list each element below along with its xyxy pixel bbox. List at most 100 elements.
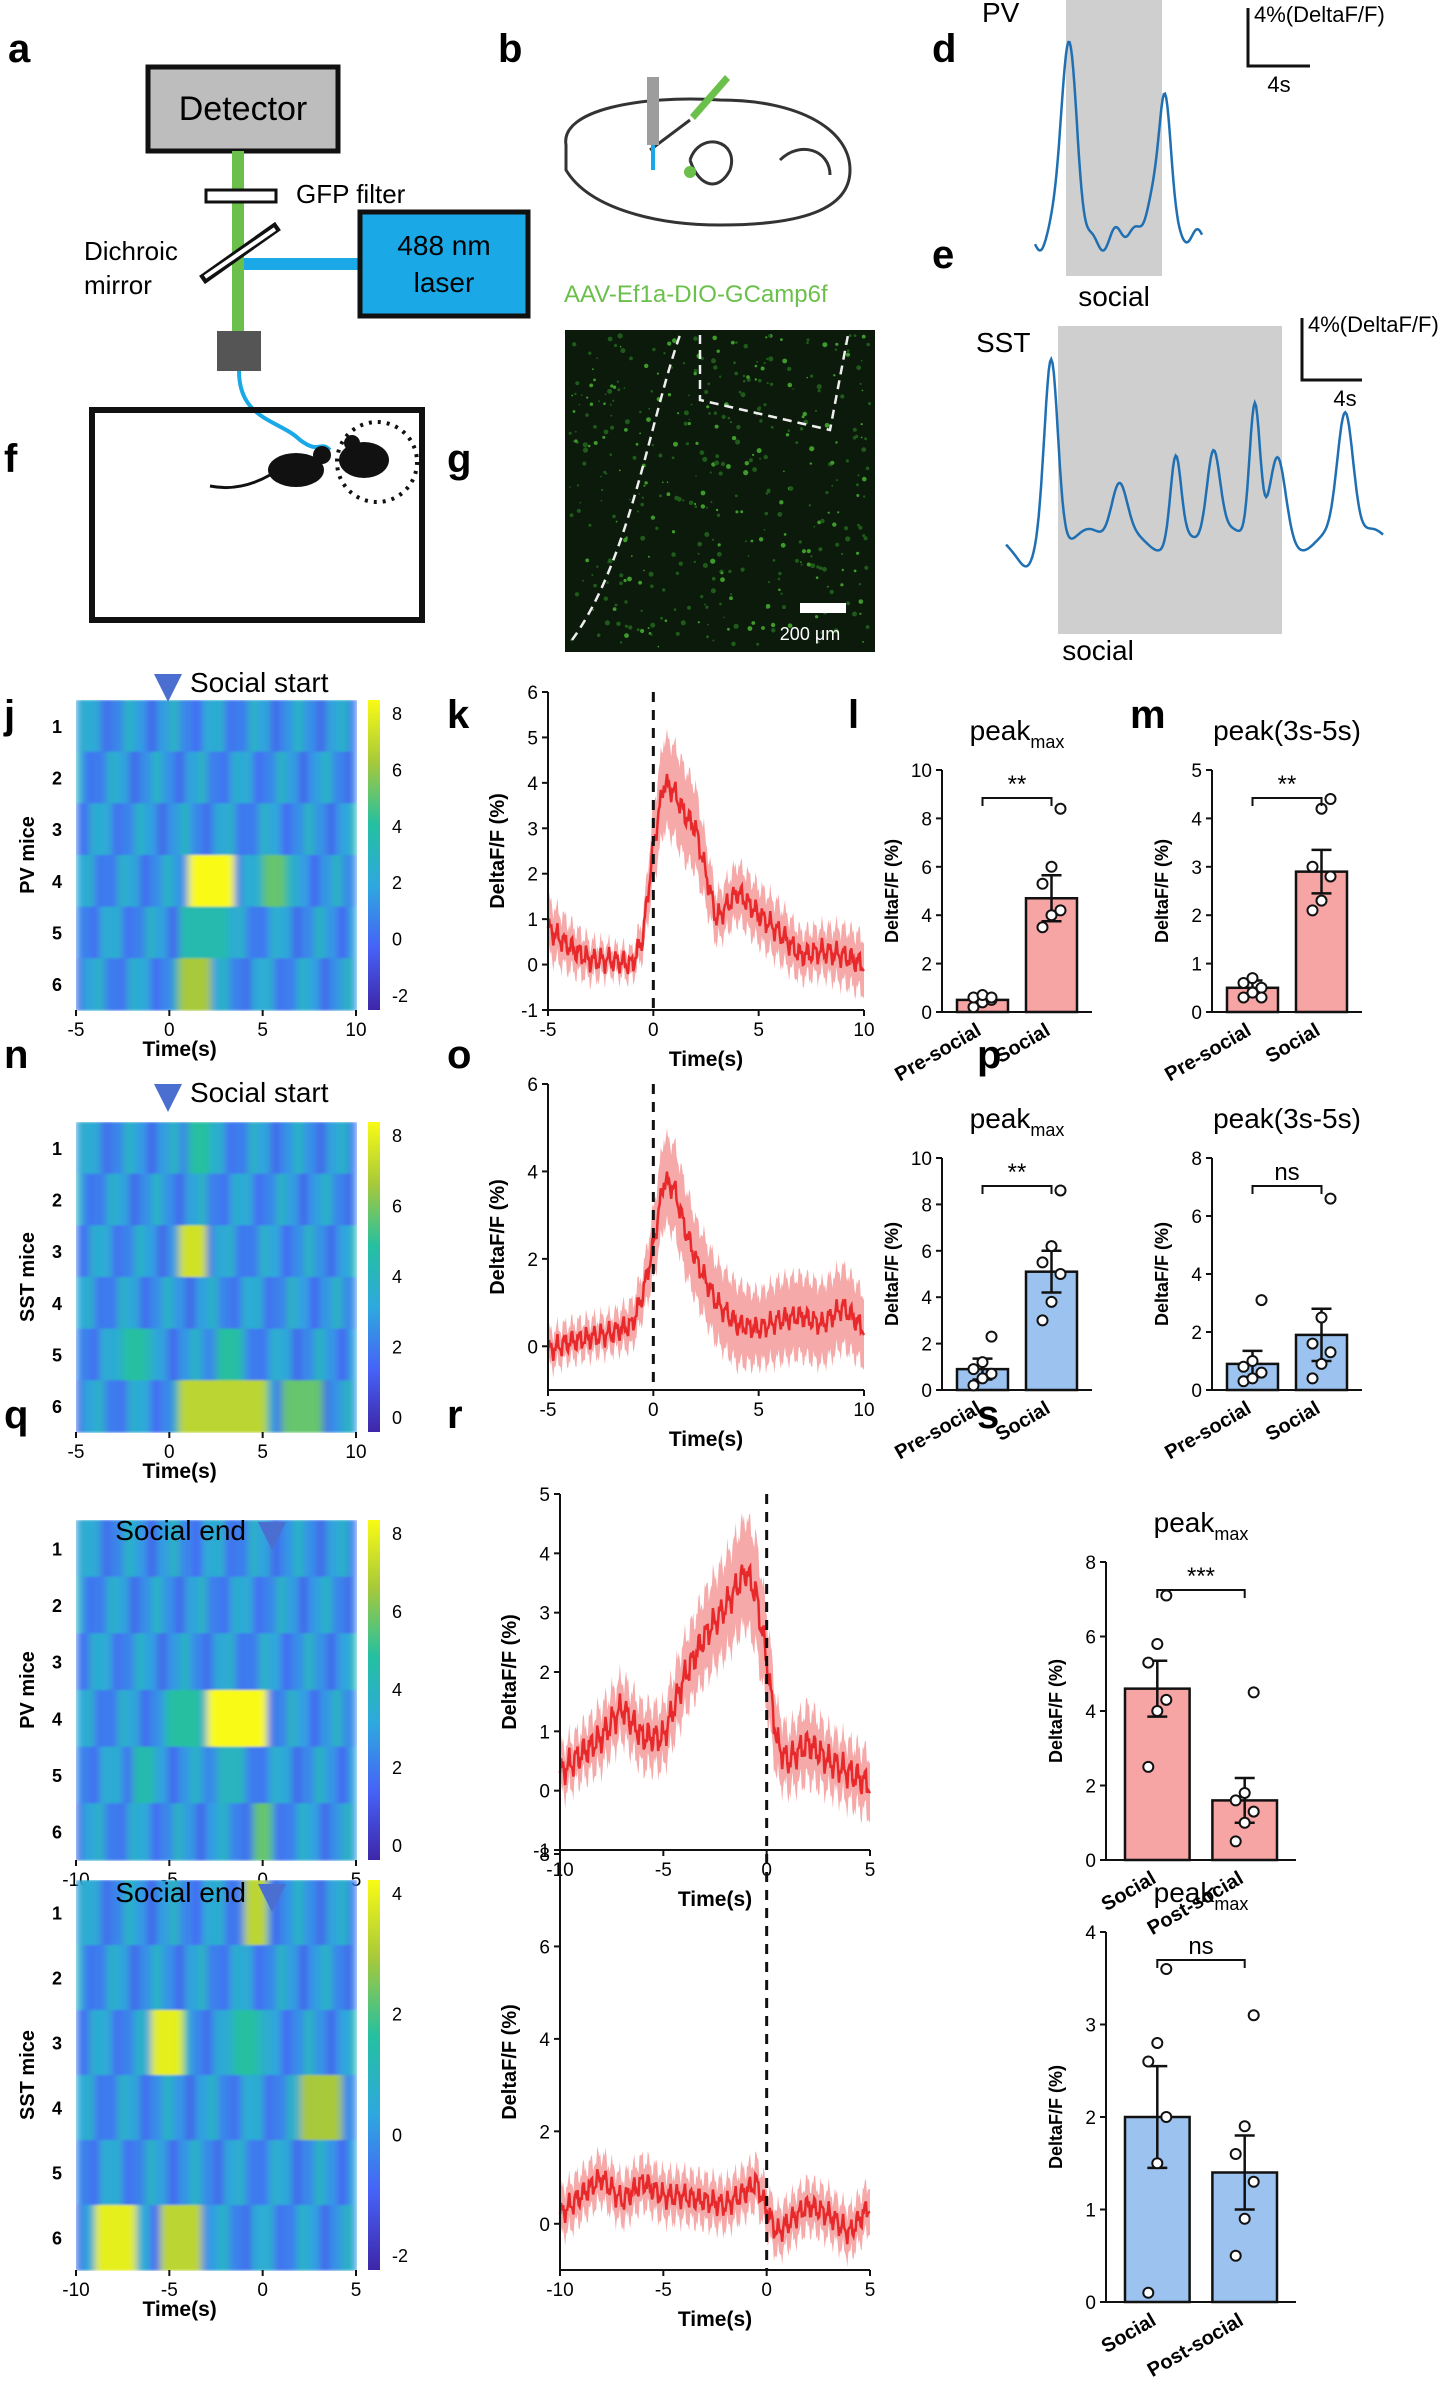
heatmap-cell <box>94 1945 100 2011</box>
heatmap-cell <box>314 1945 320 2011</box>
heatmap-cell <box>295 906 301 959</box>
y-tick-label: 2 <box>921 955 932 976</box>
heatmap-cell <box>174 2010 180 2076</box>
y-tick-label: 0 <box>921 1381 932 1402</box>
heatmap-cell <box>300 958 306 1011</box>
heatmap-x-tick-label: 10 <box>345 1020 366 1041</box>
heatmap-cell <box>262 1690 268 1748</box>
heatmap-cell <box>300 1576 306 1634</box>
heatmap-cell <box>127 2010 133 2076</box>
sst-trace <box>1005 355 1384 568</box>
heatmap-cell <box>127 2205 133 2271</box>
heatmap-cell <box>220 1277 226 1330</box>
heatmap-cell <box>90 906 96 959</box>
heatmap-cell <box>304 1380 310 1433</box>
histology-speckle <box>639 432 641 435</box>
significance-bracket <box>1156 1959 1246 1968</box>
heatmap-cell <box>248 958 254 1011</box>
heatmap-cell <box>304 1277 310 1330</box>
histology-speckle <box>675 631 680 636</box>
heatmap-cell <box>220 2140 226 2206</box>
heatmap-cell <box>328 958 334 1011</box>
heatmap-cell <box>281 1328 287 1381</box>
heatmap-cell <box>220 1225 226 1278</box>
heatmap-cell <box>351 1173 357 1226</box>
heatmap-cell <box>136 1690 142 1748</box>
heatmap-cell <box>99 1576 105 1634</box>
histology-speckle <box>582 461 587 466</box>
heatmap-cell <box>76 803 82 856</box>
heatmap-cell <box>351 1225 357 1278</box>
heatmap-cell <box>248 1576 254 1634</box>
heatmap-cell <box>281 1225 287 1278</box>
data-point <box>1229 2148 1242 2160</box>
heatmap-cell <box>202 1690 208 1748</box>
histology-speckle <box>660 616 664 620</box>
heatmap-cell <box>267 855 273 908</box>
heatmap-cell <box>253 1328 259 1381</box>
heatmap-cell <box>318 906 324 959</box>
heatmap-cell <box>253 1746 259 1804</box>
heatmap-cell <box>323 2140 329 2206</box>
histology-speckle <box>809 446 815 452</box>
heatmap-cell <box>80 1945 86 2011</box>
heatmap-cell <box>155 1277 161 1330</box>
heatmap-x-tick-label: 5 <box>257 1442 268 1463</box>
heatmap-cell <box>146 958 152 1011</box>
heatmap-cell <box>304 1945 310 2011</box>
data-point <box>1142 1760 1155 1773</box>
heatmap-cell <box>290 1803 296 1861</box>
heatmap-cell <box>258 1803 264 1861</box>
histology-speckle <box>818 566 823 570</box>
heatmap-y-label: PV mice <box>17 1651 39 1729</box>
heatmap-cell <box>202 803 208 856</box>
histology-speckle <box>704 603 706 606</box>
heatmap-cell <box>160 1173 166 1226</box>
histology-speckle <box>716 349 720 353</box>
heatmap-cell <box>332 1576 338 1634</box>
heatmap-cell <box>141 1945 147 2011</box>
heatmap-cell <box>234 855 240 908</box>
heatmap-cell <box>267 1880 273 1946</box>
heatmap-cell <box>155 2010 161 2076</box>
y-axis-label: DeltaF/F (%) <box>487 1179 509 1295</box>
histology-speckle <box>676 496 682 502</box>
heatmap-cell <box>113 1746 119 1804</box>
heatmap-cell <box>136 1746 142 1804</box>
heatmap-cell <box>276 700 282 753</box>
category-label: Pre-social <box>1161 1019 1255 1086</box>
y-tick-label: 0 <box>539 2215 550 2236</box>
heatmap-cell <box>267 958 273 1011</box>
heatmap-cell <box>146 1122 152 1175</box>
heatmap-cell <box>197 1277 203 1330</box>
heatmap-cell <box>94 1746 100 1804</box>
histology-speckle <box>734 494 738 498</box>
panel-letter-o: o <box>447 1033 471 1077</box>
data-point <box>1238 1786 1251 1799</box>
heatmap-cell <box>108 1520 114 1578</box>
heatmap-cell <box>258 1380 264 1433</box>
heatmap-cell <box>146 1803 152 1861</box>
heatmap-cell <box>104 1173 110 1226</box>
heatmap-cell <box>136 803 142 856</box>
heatmap-cell <box>272 1880 278 1946</box>
heatmap-cell <box>76 1690 82 1748</box>
heatmap-cell <box>141 1576 147 1634</box>
heatmap-cell <box>118 1576 124 1634</box>
heatmap-cell <box>318 1945 324 2011</box>
heatmap-cell <box>276 958 282 1011</box>
heatmap-cell <box>118 1380 124 1433</box>
histology-speckle <box>827 585 829 588</box>
histology-speckle <box>612 385 617 389</box>
histology-speckle <box>760 366 765 371</box>
histology-speckle <box>658 494 662 498</box>
heatmap-cell <box>248 1122 254 1175</box>
histology-speckle <box>867 402 872 406</box>
heatmap-cell <box>328 1520 334 1578</box>
histology-speckle <box>675 571 680 575</box>
heatmap-cell <box>351 700 357 753</box>
heatmap-cell <box>239 2140 245 2206</box>
heatmap-cell <box>267 1173 273 1226</box>
heatmap-cell <box>216 700 222 753</box>
heatmap-cell <box>253 2075 259 2141</box>
